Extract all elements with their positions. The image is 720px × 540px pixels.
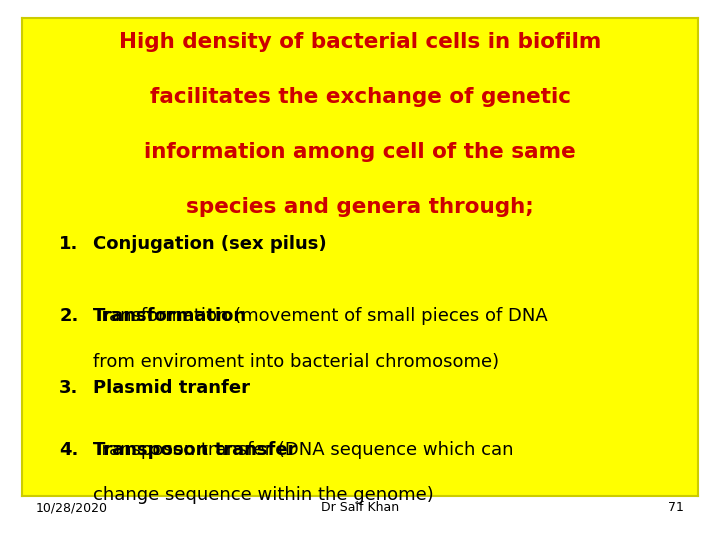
Text: 2.: 2. xyxy=(59,307,78,325)
Text: 71: 71 xyxy=(668,501,684,514)
Text: information among cell of the same: information among cell of the same xyxy=(144,142,576,163)
Text: facilitates the exchange of genetic: facilitates the exchange of genetic xyxy=(150,87,570,107)
Text: species and genera through;: species and genera through; xyxy=(186,197,534,217)
Text: Transformation (movement of small pieces of DNA: Transformation (movement of small pieces… xyxy=(93,307,548,325)
Text: from enviroment into bacterial chromosome): from enviroment into bacterial chromosom… xyxy=(93,353,499,370)
Text: 10/28/2020: 10/28/2020 xyxy=(36,501,108,514)
Text: Transposon transfer: Transposon transfer xyxy=(93,441,297,459)
Text: Dr Saif Khan: Dr Saif Khan xyxy=(321,501,399,514)
Text: Transformation: Transformation xyxy=(93,307,247,325)
Text: Transposon transfer (DNA sequence which can: Transposon transfer (DNA sequence which … xyxy=(93,441,513,459)
Text: Conjugation (sex pilus): Conjugation (sex pilus) xyxy=(93,235,327,253)
Text: 1.: 1. xyxy=(59,235,78,253)
Text: High density of bacterial cells in biofilm: High density of bacterial cells in biofi… xyxy=(119,32,601,52)
Text: 4.: 4. xyxy=(59,441,78,459)
Text: Plasmid tranfer: Plasmid tranfer xyxy=(93,379,250,397)
Text: 3.: 3. xyxy=(59,379,78,397)
Text: change sequence within the genome): change sequence within the genome) xyxy=(93,487,433,504)
